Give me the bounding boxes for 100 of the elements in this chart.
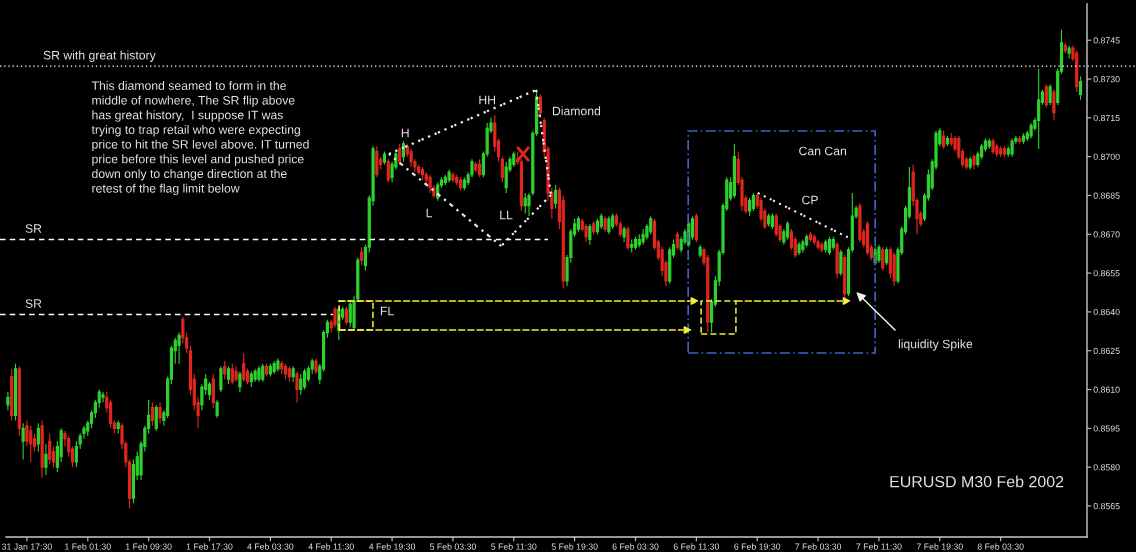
candlestick — [40, 420, 44, 479]
annotation: This diamond seamed to form in the middle of nowhere, The SR flip above has great history, I suppose IT was trying to trap retail who were expecting price to hit the SR level above. IT turned price before this level and pushed price down only to change direction at the retest of the flag limit below — [91, 81, 309, 196]
y-tick-label: 0.8610 — [1093, 386, 1120, 393]
candlestick — [1037, 68, 1041, 150]
candlestick — [607, 215, 611, 235]
candlestick — [238, 370, 242, 393]
candlestick — [698, 244, 702, 259]
ref-line-label: SR with great history — [43, 50, 156, 62]
candlestick — [603, 215, 607, 233]
candlestick — [690, 215, 695, 241]
candlestick — [261, 363, 265, 383]
candlestick — [968, 156, 972, 171]
candlestick — [398, 143, 402, 165]
annotation: Can Can — [799, 146, 847, 156]
x-tick-label: 5 Feb 11:30 — [491, 543, 537, 550]
candlestick — [6, 391, 10, 411]
y-tick-label: 0.8640 — [1093, 308, 1120, 316]
x-tick-label: 5 Feb 19:30 — [551, 543, 598, 550]
candlestick — [595, 218, 600, 235]
candlestick — [264, 363, 269, 378]
x-tick-label: 4 Feb 03:30 — [247, 543, 294, 550]
candlestick — [599, 213, 603, 230]
candlestick — [884, 246, 889, 266]
candlestick — [649, 215, 653, 235]
candlestick — [420, 166, 425, 181]
candlestick — [242, 352, 246, 383]
candlestick — [44, 443, 48, 476]
candlestick — [881, 246, 885, 272]
y-tick-label: 0.8745 — [1093, 37, 1120, 44]
x-tick-label: 6 Feb 03:30 — [612, 543, 659, 550]
candlestick — [386, 158, 390, 184]
candlestick — [633, 236, 638, 251]
candlestick — [824, 238, 828, 253]
candlestick — [801, 238, 805, 253]
y-tick-label: 0.8670 — [1093, 231, 1120, 238]
candlestick — [827, 236, 832, 256]
annotation: FL — [380, 306, 394, 316]
candlestick — [344, 306, 349, 326]
x-tick-label: 1 Feb 09:30 — [125, 543, 172, 550]
y-tick-label: 0.8625 — [1093, 347, 1120, 354]
candlestick — [767, 213, 771, 228]
candlestick — [10, 368, 14, 422]
candlestick — [626, 225, 630, 251]
x-tick-label: 7 Feb 03:30 — [795, 543, 842, 550]
candlestick — [999, 145, 1003, 158]
candlestick — [1018, 135, 1022, 145]
candlestick — [820, 241, 824, 253]
candlestick — [816, 238, 820, 251]
candlestick — [748, 197, 752, 217]
candlestick — [751, 192, 756, 212]
y-tick-label: 0.8565 — [1093, 503, 1120, 510]
candlestick — [991, 137, 995, 155]
candlestick — [945, 135, 949, 147]
y-tick-label: 0.8655 — [1093, 270, 1120, 277]
candlestick — [223, 360, 227, 380]
candlestick — [611, 213, 615, 230]
candlestick — [892, 251, 896, 287]
annotation: liquidity Spike — [898, 339, 973, 351]
candlestick — [576, 215, 581, 233]
candlestick — [21, 422, 25, 460]
candlestick — [230, 363, 234, 385]
candlestick — [805, 233, 809, 248]
candlestick — [226, 365, 231, 385]
x-tick-label: 1 Feb 17:30 — [186, 543, 233, 550]
candlestick — [280, 360, 284, 375]
candlestick — [1044, 83, 1048, 109]
candlestick — [1002, 145, 1007, 158]
x-tick-label: 7 Feb 11:30 — [856, 543, 902, 550]
candlestick — [588, 223, 592, 246]
candlestick — [877, 244, 881, 264]
x-tick-label: 7 Feb 19:30 — [916, 543, 963, 550]
candlestick — [291, 365, 295, 383]
candlestick — [808, 231, 813, 243]
candlestick — [835, 241, 839, 279]
y-tick-label: 0.8595 — [1093, 425, 1120, 432]
x-tick-label: 31 Jan 17:30 — [1, 543, 52, 550]
candlestick — [786, 220, 790, 241]
annotation: CP — [802, 195, 818, 205]
candlestick — [360, 246, 364, 266]
candlestick — [641, 228, 645, 246]
candlestick — [447, 169, 451, 184]
candlestick — [987, 137, 991, 150]
candlestick — [797, 241, 801, 256]
ref-line-label: SR — [25, 224, 42, 233]
candlestick — [675, 231, 679, 251]
candlestick — [443, 174, 447, 186]
candlestick — [177, 332, 181, 365]
candlestick — [630, 238, 634, 253]
candlestick — [215, 399, 219, 419]
candlestick — [401, 140, 406, 163]
annotation: L — [426, 208, 433, 218]
candlestick — [36, 422, 40, 453]
candlestick — [268, 363, 272, 378]
y-tick-label: 0.8730 — [1093, 76, 1120, 83]
candlestick — [375, 145, 379, 178]
candlestick — [995, 143, 999, 158]
annotation: H — [401, 128, 409, 138]
candlestick — [29, 425, 33, 463]
candlestick — [504, 161, 508, 194]
candlestick — [101, 391, 105, 404]
